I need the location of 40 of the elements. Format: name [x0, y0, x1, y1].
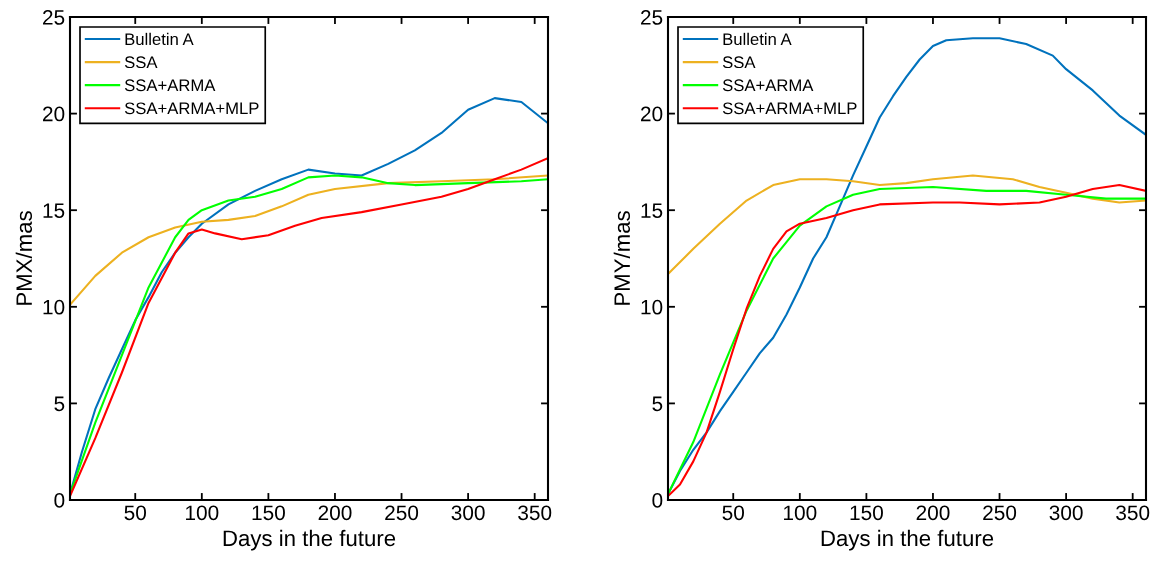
legend-label: SSA+ARMA: [124, 79, 216, 92]
x-tick-label: 150: [850, 505, 883, 521]
x-tick-label: 50: [722, 505, 745, 521]
legend-label: SSA+ARMA+MLP: [722, 102, 857, 115]
y-tick-label: 25: [43, 10, 65, 25]
x-tick-label: 250: [983, 505, 1017, 521]
x-axis-title: Days in the future: [821, 529, 994, 551]
y-tick-label: 10: [641, 299, 663, 315]
x-tick-label: 100: [784, 505, 817, 521]
y-tick-label: 0: [54, 493, 65, 508]
y-tick-label: 15: [43, 203, 65, 218]
legend-label: SSA+ARMA: [722, 79, 814, 92]
y-tick-label: 0: [652, 493, 663, 508]
x-tick-label: 350: [1116, 505, 1150, 521]
y-axis-title: PMX/mas: [15, 211, 33, 305]
x-tick-label: 300: [451, 505, 485, 521]
x-tick-label: 200: [916, 505, 950, 521]
y-tick-label: 15: [641, 203, 663, 218]
line-series: [70, 174, 548, 306]
legend-label: SSA: [124, 56, 158, 69]
y-tick-label: 5: [54, 396, 65, 412]
x-tick-label: 350: [518, 505, 552, 521]
y-tick-label: 20: [43, 106, 65, 122]
x-tick-label: 50: [124, 505, 147, 521]
y-axis-title: PMY/mas: [613, 211, 631, 305]
legend-label: Bulletin A: [723, 32, 792, 46]
legend-label: SSA: [722, 56, 756, 69]
x-tick-label: 250: [385, 505, 419, 521]
y-tick-label: 5: [652, 396, 663, 412]
y-tick-label: 25: [641, 10, 663, 25]
x-tick-label: 300: [1049, 505, 1083, 521]
x-axis-title: Days in the future: [223, 529, 396, 551]
legend-label: SSA+ARMA+MLP: [124, 102, 259, 115]
x-tick-label: 150: [252, 505, 285, 521]
y-tick-label: 10: [43, 299, 65, 315]
y-tick-label: 20: [641, 106, 663, 122]
x-tick-label: 100: [186, 505, 219, 521]
x-tick-label: 200: [318, 505, 352, 521]
line-series: [668, 174, 1146, 275]
legend-label: Bulletin A: [125, 32, 194, 46]
